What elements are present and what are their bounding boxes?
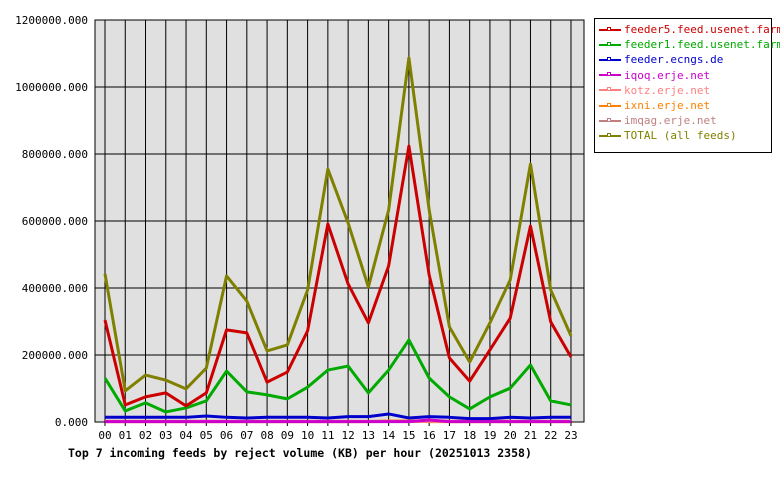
x-tick-label: 05 — [200, 429, 213, 442]
legend-swatch-icon — [599, 117, 621, 122]
x-tick-label: 17 — [443, 429, 456, 442]
legend-item: kotz.erje.net — [599, 84, 710, 97]
x-tick-label: 14 — [382, 429, 396, 442]
legend-item: feeder5.feed.usenet.farm — [599, 23, 780, 36]
y-tick-label: 200000.000 — [22, 349, 88, 362]
legend-swatch-icon — [599, 41, 621, 46]
x-tick-label: 18 — [463, 429, 476, 442]
x-tick-label: 21 — [524, 429, 537, 442]
y-tick-label: 600000.000 — [22, 215, 88, 228]
x-tick-label: 09 — [281, 429, 294, 442]
y-tick-label: 1200000.000 — [15, 14, 88, 27]
legend-swatch-icon — [599, 72, 621, 77]
legend-swatch-icon — [599, 102, 621, 107]
y-tick-label: 800000.000 — [22, 148, 88, 161]
legend-label: feeder5.feed.usenet.farm — [624, 23, 780, 36]
legend: feeder5.feed.usenet.farm feeder1.feed.use… — [594, 18, 780, 153]
x-tick-label: 07 — [240, 429, 253, 442]
x-tick-label: 01 — [119, 429, 132, 442]
legend-item: feeder1.feed.usenet.farm — [599, 38, 780, 51]
x-tick-label: 23 — [564, 429, 577, 442]
legend-swatch-icon — [599, 26, 621, 31]
x-tick-label: 16 — [423, 429, 436, 442]
x-tick-label: 02 — [139, 429, 152, 442]
legend-label: TOTAL (all feeds) — [624, 129, 737, 143]
legend-label: feeder1.feed.usenet.farm — [624, 38, 780, 52]
legend-item: ixni.erje.net — [599, 99, 710, 112]
x-tick-label: 11 — [321, 429, 334, 442]
legend-item: iqoq.erje.net — [599, 69, 710, 82]
x-tick-label: 00 — [98, 429, 111, 442]
legend-label: iqoq.erje.net — [624, 68, 711, 82]
series-line-2 — [105, 412, 571, 421]
x-tick-label: 04 — [179, 429, 193, 442]
x-tick-label: 20 — [504, 429, 517, 442]
y-tick-label: 400000.000 — [22, 282, 88, 295]
x-tick-label: 13 — [362, 429, 375, 442]
series-line-7 — [103, 56, 573, 393]
x-tick-label: 12 — [341, 429, 354, 442]
x-tick-label: 22 — [544, 429, 557, 442]
series-line-3 — [105, 418, 571, 424]
x-tick-label: 08 — [260, 429, 273, 442]
legend-item: TOTAL (all feeds) — [599, 129, 737, 142]
legend-label: imqag.erje.net — [624, 114, 717, 128]
legend-label: feeder.ecngs.de — [624, 53, 724, 67]
x-tick-label: 19 — [483, 429, 496, 442]
legend-item: feeder.ecngs.de — [599, 53, 723, 66]
legend-item: imqag.erje.net — [599, 114, 717, 127]
series-line-1 — [103, 338, 572, 414]
legend-swatch-icon — [599, 87, 621, 92]
chart-title: Top 7 incoming feeds by reject volume (K… — [68, 446, 532, 460]
legend-label: kotz.erje.net — [624, 83, 711, 97]
series-line-0 — [103, 144, 573, 408]
legend-swatch-icon — [599, 132, 621, 137]
y-tick-label: 1000000.000 — [15, 81, 88, 94]
legend-swatch-icon — [599, 56, 621, 61]
x-tick-label: 10 — [301, 429, 314, 442]
legend-label: ixni.erje.net — [624, 99, 711, 112]
x-tick-label: 03 — [159, 429, 172, 442]
y-tick-label: 0.000 — [55, 416, 88, 429]
x-tick-label: 15 — [402, 429, 415, 442]
x-tick-label: 06 — [220, 429, 233, 442]
